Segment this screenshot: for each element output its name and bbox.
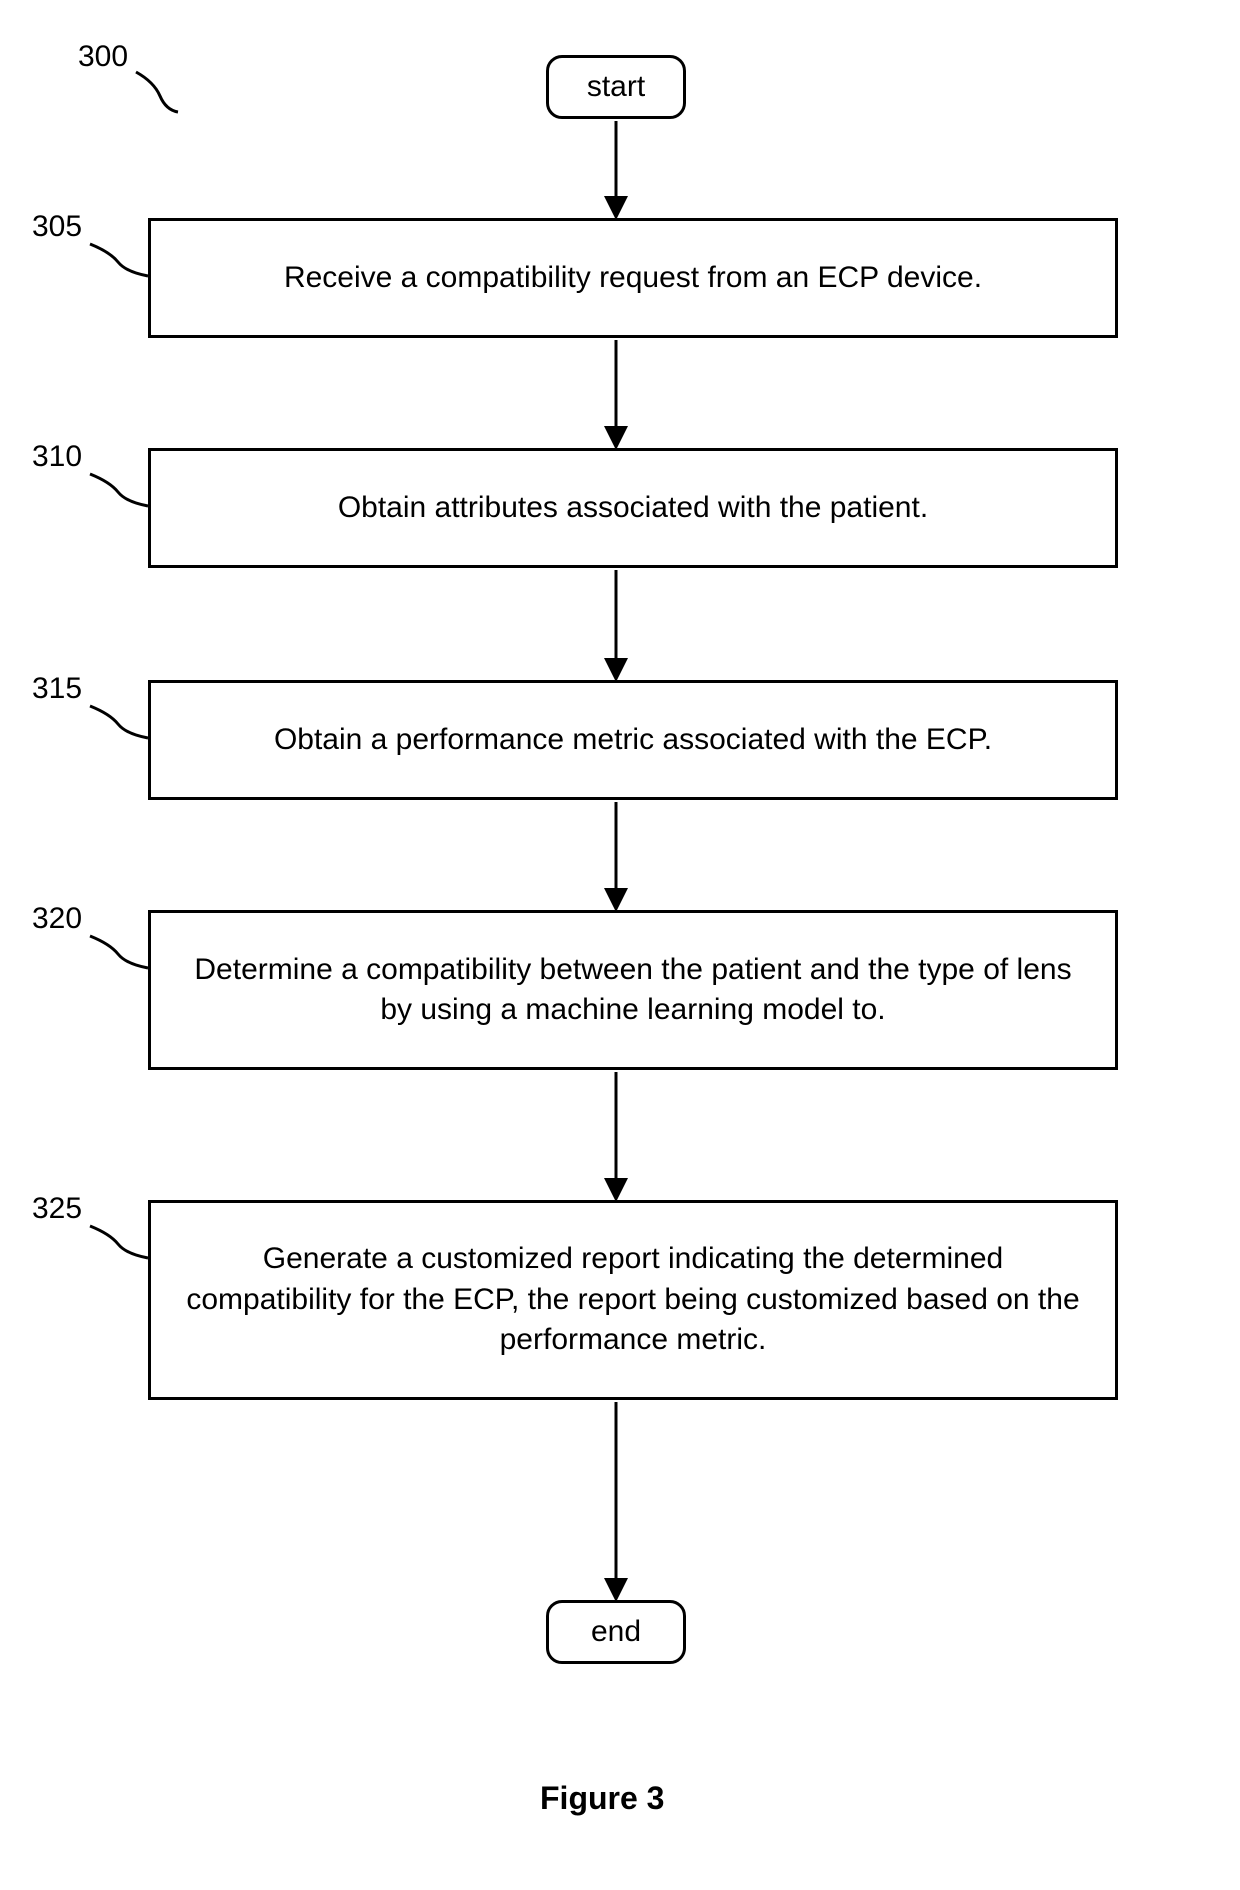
- process-315: Obtain a performance metric associated w…: [148, 680, 1118, 800]
- ref-325-tick: [90, 1226, 148, 1258]
- figure-caption: Figure 3: [540, 1780, 664, 1817]
- ref-325: 325: [32, 1192, 82, 1226]
- diagram-number-tick: [136, 72, 178, 112]
- ref-310-tick: [90, 474, 148, 506]
- ref-305: 305: [32, 210, 82, 244]
- process-320-label: Determine a compatibility between the pa…: [179, 950, 1087, 1031]
- process-305: Receive a compatibility request from an …: [148, 218, 1118, 338]
- process-320: Determine a compatibility between the pa…: [148, 910, 1118, 1070]
- ref-310: 310: [32, 440, 82, 474]
- diagram-number: 300: [78, 40, 128, 74]
- end-label: end: [591, 1615, 641, 1649]
- ref-315-tick: [90, 706, 148, 738]
- end-node: end: [546, 1600, 686, 1664]
- process-310-label: Obtain attributes associated with the pa…: [338, 488, 928, 529]
- ref-305-tick: [90, 244, 148, 276]
- ref-320: 320: [32, 902, 82, 936]
- ref-315: 315: [32, 672, 82, 706]
- process-325: Generate a customized report indicating …: [148, 1200, 1118, 1400]
- ref-320-tick: [90, 936, 148, 968]
- flowchart-canvas: 300 start 305 Receive a compatibility re…: [0, 0, 1240, 1890]
- process-310: Obtain attributes associated with the pa…: [148, 448, 1118, 568]
- start-label: start: [587, 70, 645, 104]
- process-305-label: Receive a compatibility request from an …: [284, 258, 982, 299]
- process-315-label: Obtain a performance metric associated w…: [274, 720, 992, 761]
- process-325-label: Generate a customized report indicating …: [179, 1239, 1087, 1361]
- start-node: start: [546, 55, 686, 119]
